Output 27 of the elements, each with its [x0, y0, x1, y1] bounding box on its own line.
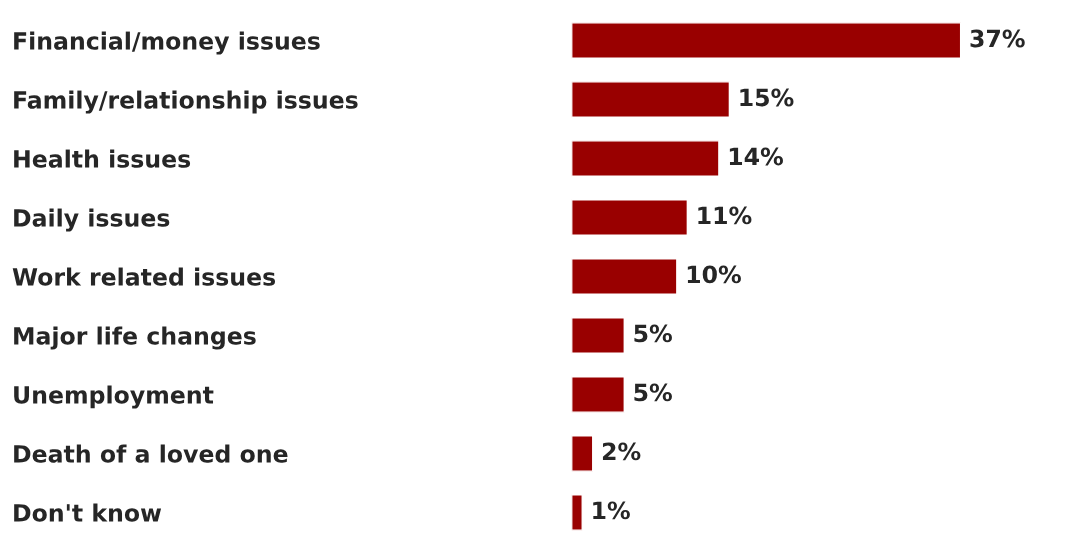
bar [571, 199, 689, 236]
bar [571, 376, 625, 413]
data-label: 11% [698, 206, 752, 225]
data-label: 37% [970, 29, 1025, 48]
y-tick-label: Family/relationship issues [14, 90, 358, 114]
data-label: 2% [602, 442, 641, 461]
data-label: 5% [634, 383, 672, 402]
data-label: 14% [729, 147, 783, 166]
bar [571, 435, 594, 472]
data-label: 10% [687, 265, 741, 284]
y-tick-label: Death of a loved one [14, 444, 288, 463]
bar [571, 140, 720, 177]
y-tick-label: Daily issues [14, 208, 170, 232]
bar [571, 317, 625, 354]
y-tick-label: Unemployment [14, 385, 214, 409]
y-tick-label: Major life changes [14, 326, 256, 350]
data-label: 5% [634, 324, 672, 343]
bar [571, 494, 583, 531]
data-label: 1% [593, 501, 630, 520]
y-tick-label: Don't know [14, 503, 162, 522]
bar [571, 22, 962, 59]
y-tick-label: Financial/money issues [14, 31, 320, 55]
y-tick-label: Work related issues [12, 267, 276, 286]
bar [571, 81, 731, 118]
y-tick-label: Health issues [14, 149, 191, 168]
bar [571, 258, 678, 295]
data-label: 15% [740, 88, 794, 107]
